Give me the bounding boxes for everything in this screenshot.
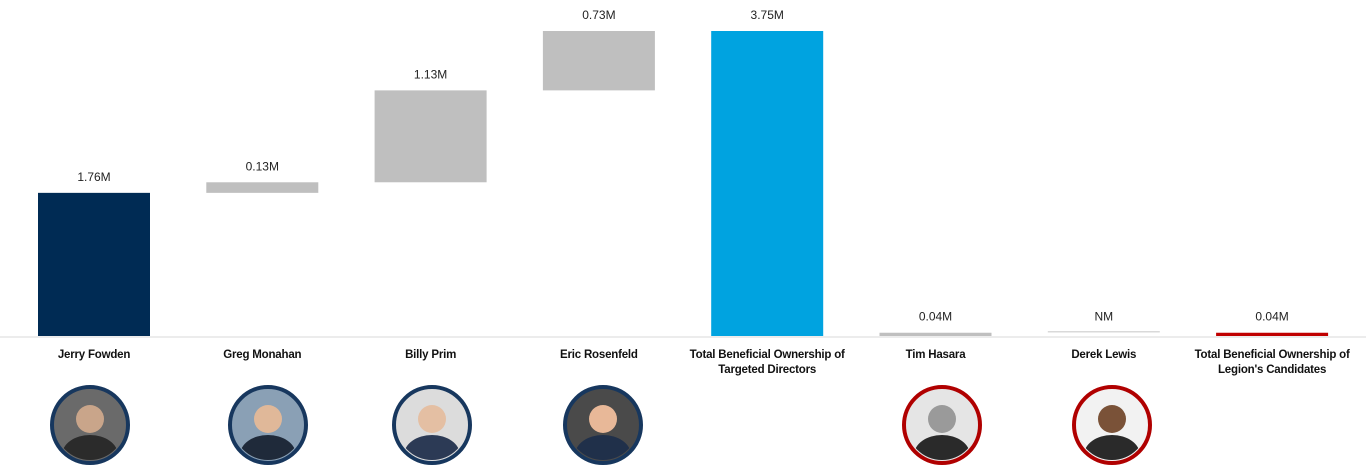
photo — [228, 385, 308, 465]
category-label: Total Beneficial Ownership of Legion's C… — [1194, 349, 1350, 376]
value-label: 0.04M — [1255, 310, 1288, 324]
photo — [563, 385, 643, 465]
value-label: 0.04M — [919, 310, 952, 324]
category-label: Eric Rosenfeld — [560, 349, 638, 361]
category-label: Billy Prim — [405, 349, 457, 361]
photos — [50, 385, 1152, 465]
bar — [1216, 332, 1329, 336]
bar — [879, 332, 992, 336]
bar — [711, 31, 824, 336]
category-label: Jerry Fowden — [57, 349, 131, 361]
value-label: 1.76M — [77, 170, 110, 184]
value-label: 1.13M — [414, 67, 447, 81]
photo — [392, 385, 472, 465]
photo — [902, 385, 982, 465]
category-label: Total Beneficial Ownership of Targeted D… — [689, 349, 845, 376]
category-label: Tim Hasara — [905, 349, 966, 361]
bar — [38, 192, 150, 336]
bar — [206, 182, 319, 193]
photo — [1072, 385, 1152, 465]
value-label: 0.73M — [582, 8, 615, 22]
bar — [374, 90, 487, 183]
bar — [542, 31, 655, 91]
value-label: 0.13M — [246, 159, 279, 173]
value-label: NM — [1094, 310, 1113, 324]
category-label: Greg Monahan — [223, 349, 302, 361]
category-label: Derek Lewis — [1071, 349, 1137, 361]
photo — [50, 385, 130, 465]
value-label: 3.75M — [751, 8, 784, 22]
